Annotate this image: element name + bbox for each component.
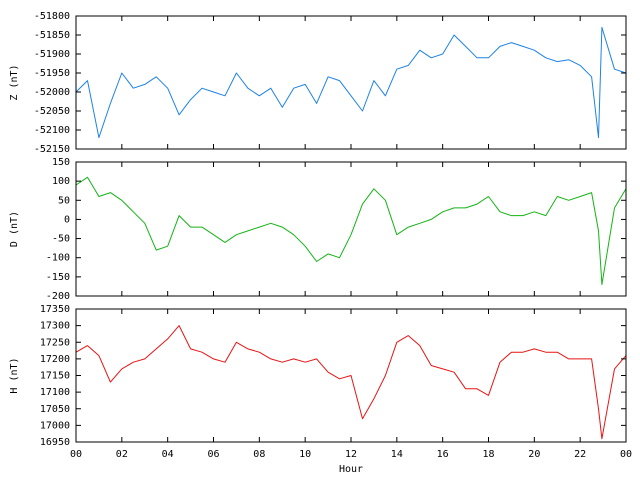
y-tick-label: -51900 <box>34 49 70 60</box>
x-tick-label: 08 <box>253 449 265 460</box>
y-tick-label: 17150 <box>40 371 70 382</box>
y-tick-label: 150 <box>52 157 70 168</box>
x-tick-label: 16 <box>437 449 449 460</box>
x-tick-label: 00 <box>620 449 632 460</box>
x-axis-label: Hour <box>339 464 363 475</box>
x-tick-label: 00 <box>70 449 82 460</box>
x-tick-label: 02 <box>116 449 128 460</box>
panel-frame <box>75 161 627 297</box>
y-tick-label: -52050 <box>34 106 70 117</box>
y-tick-label: 17050 <box>40 404 70 415</box>
x-tick-label: 22 <box>574 449 586 460</box>
data-line <box>75 26 627 139</box>
y-tick-label: 17350 <box>40 304 70 315</box>
x-tick-label: 12 <box>345 449 357 460</box>
y-axis-label: Z (nT) <box>9 64 20 100</box>
y-tick-label: -51850 <box>34 30 70 41</box>
x-tick-label: 10 <box>299 449 311 460</box>
data-line <box>75 325 627 440</box>
x-tick-label: 04 <box>162 449 174 460</box>
x-tick-label: 20 <box>528 449 540 460</box>
y-tick-label: -52000 <box>34 87 70 98</box>
y-tick-label: 17300 <box>40 321 70 332</box>
y-tick-label: -100 <box>46 253 70 264</box>
y-axis-label: H (nT) <box>9 357 20 393</box>
y-tick-label: -52100 <box>34 125 70 136</box>
y-tick-label: 16950 <box>40 437 70 448</box>
y-tick-label: 0 <box>64 214 70 225</box>
y-tick-label: -51800 <box>34 11 70 22</box>
y-tick-label: -51950 <box>34 68 70 79</box>
x-tick-label: 06 <box>207 449 219 460</box>
y-tick-label: 17200 <box>40 354 70 365</box>
y-tick-label: -50 <box>52 234 70 245</box>
y-tick-label: 50 <box>58 195 70 206</box>
y-tick-label: -52150 <box>34 144 70 155</box>
y-tick-label: -150 <box>46 272 70 283</box>
x-tick-label: 18 <box>482 449 494 460</box>
y-axis-label: D (nT) <box>9 211 20 247</box>
y-tick-label: 100 <box>52 176 70 187</box>
data-line <box>75 176 627 285</box>
panel-frame <box>75 15 627 150</box>
y-tick-label: 17100 <box>40 387 70 398</box>
y-tick-label: -200 <box>46 291 70 302</box>
y-tick-label: 17250 <box>40 337 70 348</box>
y-tick-label: 17000 <box>40 420 70 431</box>
x-tick-label: 14 <box>391 449 403 460</box>
